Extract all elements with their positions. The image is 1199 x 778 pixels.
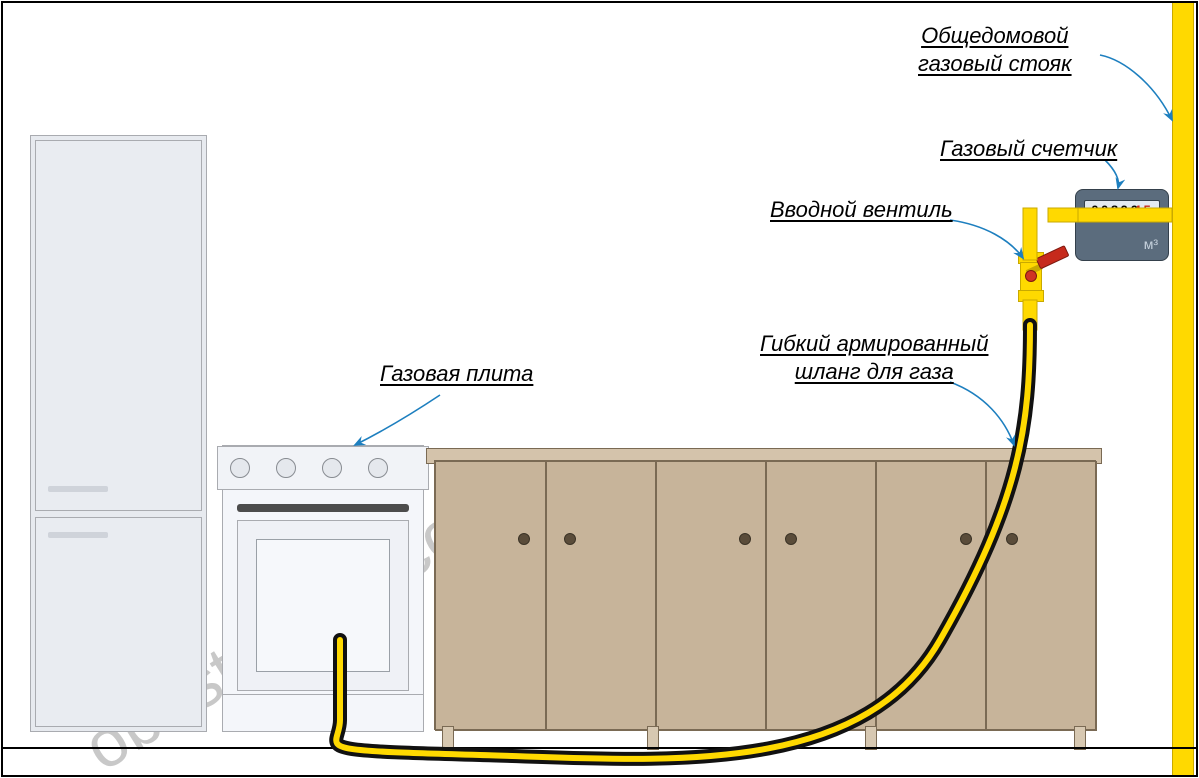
label-meter: Газовый счетчик [940, 135, 1117, 163]
arrow-to-meter [1105, 160, 1118, 188]
label-stove: Газовая плита [380, 360, 533, 388]
label-hose: Гибкий армированный шланг для газа [760, 330, 988, 385]
arrow-to-hose [950, 382, 1014, 445]
arrow-to-stove [355, 395, 440, 445]
pipe-elbow-h [1048, 208, 1078, 222]
label-riser: Общедомовой газовый стояк [918, 22, 1072, 77]
pipe-elbow-v-top [1023, 208, 1037, 260]
pipe-horizontal [1075, 208, 1172, 222]
arrow-to-riser [1100, 55, 1172, 120]
diagram-svg [0, 0, 1199, 778]
label-valve: Вводной вентиль [770, 196, 953, 224]
gas-hose-inner [336, 325, 1030, 759]
diagram-root: obustroeno.com [0, 0, 1199, 778]
gas-hose-outer [336, 325, 1030, 759]
frame-border [2, 2, 1197, 776]
arrow-to-valve [950, 220, 1023, 258]
